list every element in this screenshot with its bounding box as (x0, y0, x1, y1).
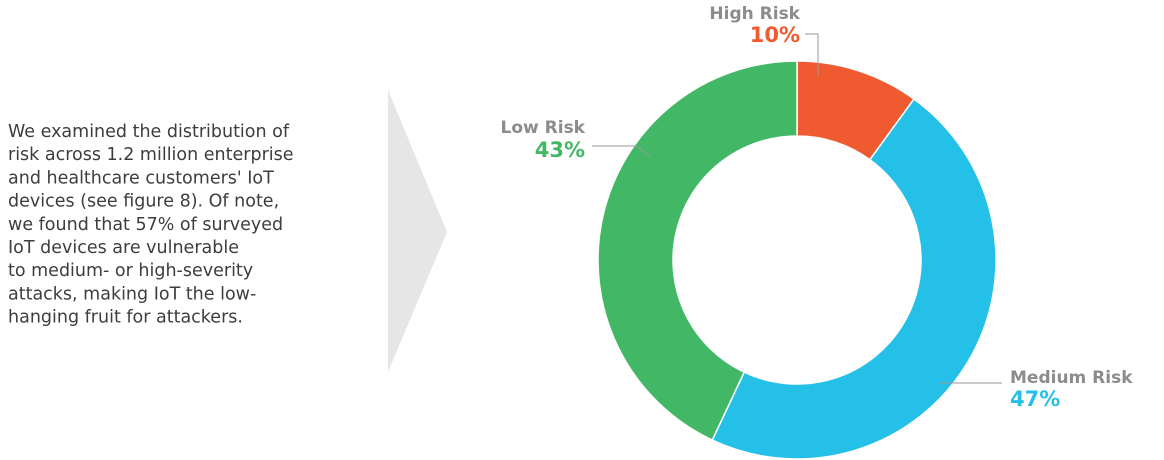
leader-line (805, 33, 819, 76)
category-label: Low Risk (501, 118, 586, 138)
paragraph-line: we found that 57% of surveyed (8, 215, 283, 235)
paragraph-line: and healthcare customers' IoT (8, 168, 274, 188)
value-label: 47% (1010, 387, 1060, 411)
paragraph-line: to medium- or high-severity (8, 261, 253, 281)
paragraph-line: IoT devices are vulnerable (8, 238, 239, 258)
donut-segment (597, 60, 798, 442)
paragraph-line: attacks, making IoT the low- (8, 284, 256, 304)
value-label: 43% (535, 138, 585, 162)
donut-segment (711, 97, 997, 460)
leader-line (592, 145, 651, 157)
value-label: 10% (750, 23, 800, 47)
category-label: High Risk (709, 4, 800, 24)
paragraph-line: risk across 1.2 million enterprise (8, 145, 294, 165)
paragraph-line: devices (see figure 8). Of note, (8, 192, 279, 212)
paragraph-line: hanging fruit for attackers. (8, 308, 243, 328)
arrow-shape (388, 90, 447, 372)
category-label: Medium Risk (1010, 368, 1133, 388)
paragraph-line: We examined the distribution of (8, 122, 290, 142)
